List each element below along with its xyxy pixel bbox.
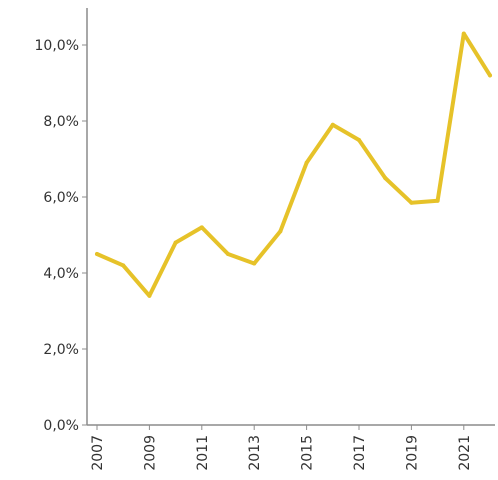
data-point <box>278 229 283 234</box>
series-line <box>95 31 492 298</box>
data-point <box>199 225 204 230</box>
data-point <box>304 160 309 165</box>
data-point <box>488 73 492 78</box>
x-tick-label: 2015 <box>300 435 316 471</box>
x-tick-label: 2019 <box>404 435 420 471</box>
data-point <box>147 293 152 298</box>
axes <box>86 8 495 426</box>
y-tick-label: 8,0% <box>43 114 79 130</box>
x-tick-label: 2009 <box>142 435 158 471</box>
y-tick-label: 2,0% <box>43 342 79 358</box>
data-point <box>95 252 99 256</box>
y-axis: 0,0% 2,0% 4,0% 6,0% 8,0% 10,0% <box>35 38 87 434</box>
data-point <box>435 198 440 203</box>
data-point <box>173 240 178 245</box>
data-point <box>357 138 361 142</box>
data-point <box>461 31 466 36</box>
x-axis: 2007 2009 2011 2013 2015 2017 2019 2021 <box>90 425 473 471</box>
data-point <box>252 261 257 266</box>
x-tick-label: 2013 <box>247 435 263 471</box>
data-point <box>409 200 414 205</box>
x-tick-label: 2007 <box>90 435 106 471</box>
x-tick-label: 2021 <box>457 435 473 471</box>
y-tick-label: 0,0% <box>43 418 79 434</box>
data-point <box>226 252 230 256</box>
x-tick-label: 2011 <box>195 435 211 471</box>
y-tick-label: 4,0% <box>43 266 79 282</box>
y-tick-label: 10,0% <box>35 38 79 54</box>
data-point <box>121 263 126 268</box>
series-group <box>95 31 492 298</box>
x-tick-label: 2017 <box>352 435 368 471</box>
y-tick-label: 6,0% <box>43 190 79 206</box>
data-point <box>383 176 388 180</box>
data-point <box>330 122 335 127</box>
